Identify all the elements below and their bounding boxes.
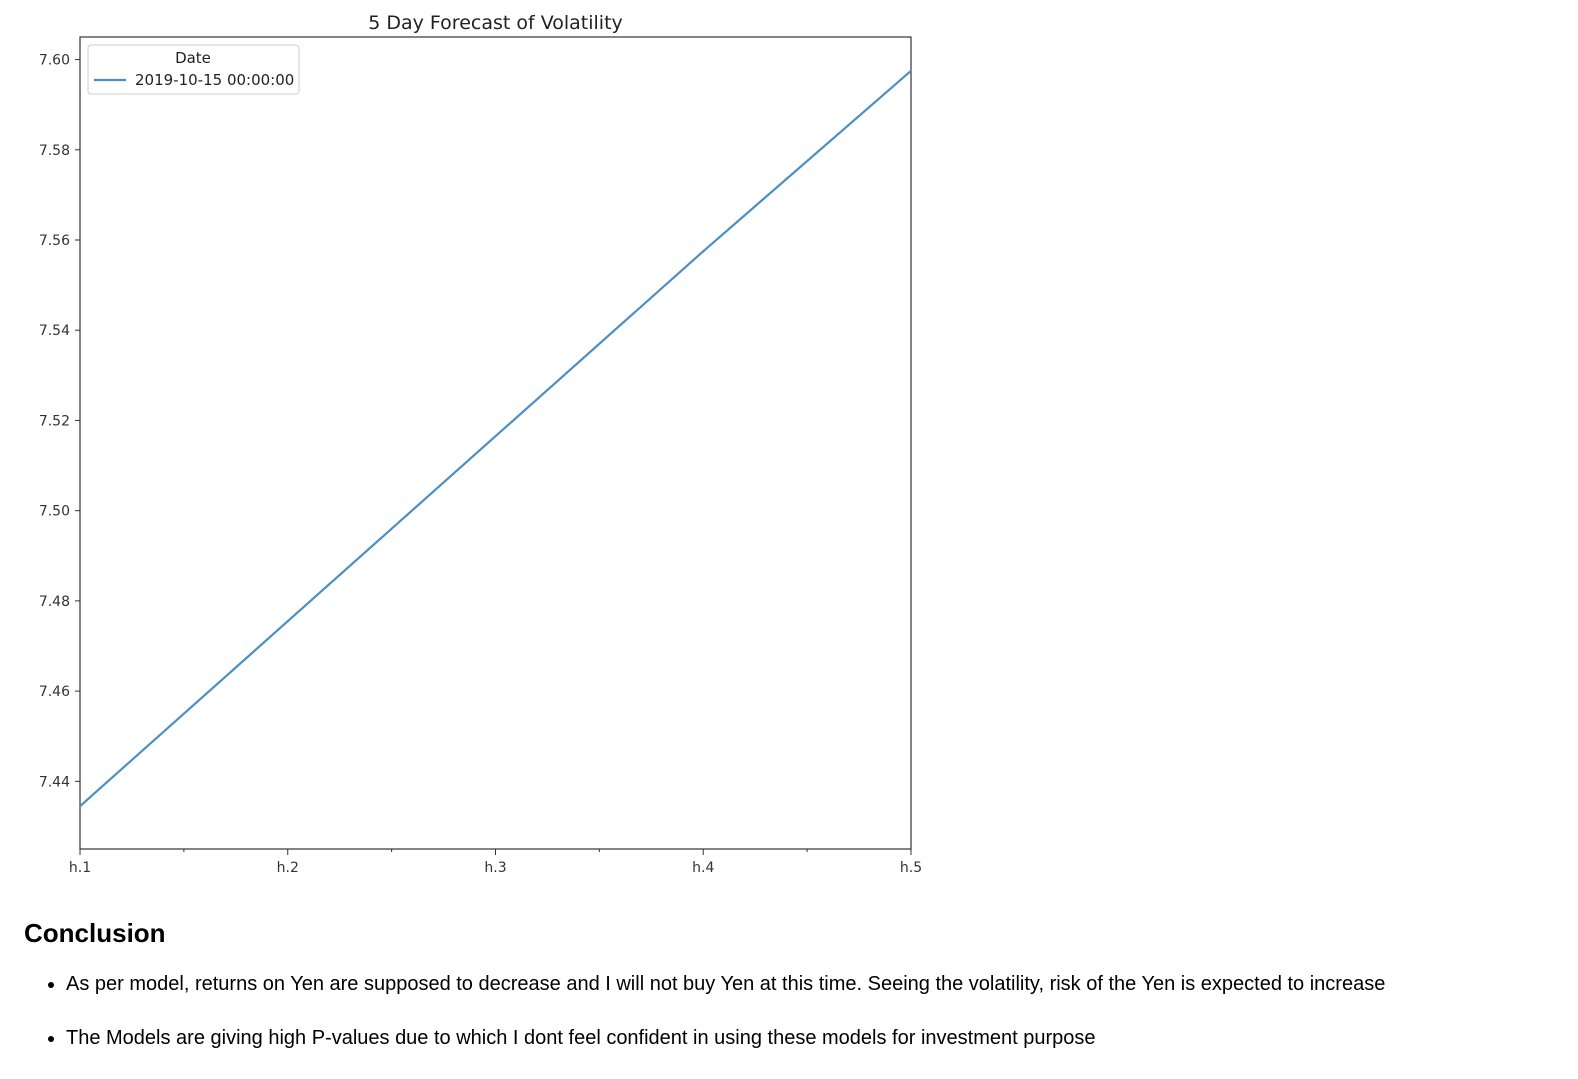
series-layer <box>78 69 913 808</box>
y-tick-label-4: 7.52 <box>39 413 70 429</box>
x-tick-label-0: h.1 <box>69 860 91 876</box>
legend: Date 2019-10-15 00:00:00 <box>87 44 300 95</box>
y-tick-label-7: 7.58 <box>39 143 70 159</box>
conclusion-list: As per model, returns on Yen are suppose… <box>24 971 1554 1051</box>
y-tick-label-2: 7.48 <box>39 594 70 610</box>
plot-area-frame <box>79 36 912 850</box>
y-tick-label-1: 7.46 <box>39 684 70 700</box>
y-tick-label-8: 7.60 <box>39 53 70 69</box>
conclusion-bullet-2: The Models are giving high P-values due … <box>66 1025 1554 1051</box>
y-tick-label-5: 7.54 <box>39 323 70 339</box>
legend-title: Date <box>175 49 211 67</box>
y-tick-label-3: 7.50 <box>39 504 70 520</box>
conclusion-heading: Conclusion <box>24 918 166 948</box>
y-axis: 7.44 7.46 7.48 7.50 7.52 7.54 7.56 7.58 7.60 <box>39 53 80 790</box>
legend-box <box>87 44 300 95</box>
x-tick-label-3: h.4 <box>692 860 714 876</box>
series-0-point-2 <box>494 435 497 438</box>
x-tick-label-4: h.5 <box>900 860 922 876</box>
chart-title: 5 Day Forecast of Volatility <box>368 12 623 34</box>
y-tick-label-6: 7.56 <box>39 233 70 249</box>
series-0-point-4 <box>909 69 913 72</box>
series-0-point-3 <box>702 250 705 253</box>
conclusion-bullet-1: As per model, returns on Yen are suppose… <box>66 971 1554 997</box>
series-line-0 <box>79 70 912 807</box>
conclusion-section: Conclusion As per model, returns on Yen … <box>24 918 1554 1079</box>
x-axis: h.1 h.2 h.3 h.4 h.5 <box>69 849 922 876</box>
volatility-forecast-chart: 5 Day Forecast of Volatility 7.447.467.4… <box>39 12 922 876</box>
y-tick-label-0: 7.44 <box>39 774 70 790</box>
series-0-point-0 <box>78 805 82 808</box>
x-tick-label-2: h.3 <box>484 860 506 876</box>
series-0-point-1 <box>286 620 289 623</box>
legend-label-series-0: 2019-10-15 00:00:00 <box>135 71 294 89</box>
x-tick-label-1: h.2 <box>277 860 299 876</box>
